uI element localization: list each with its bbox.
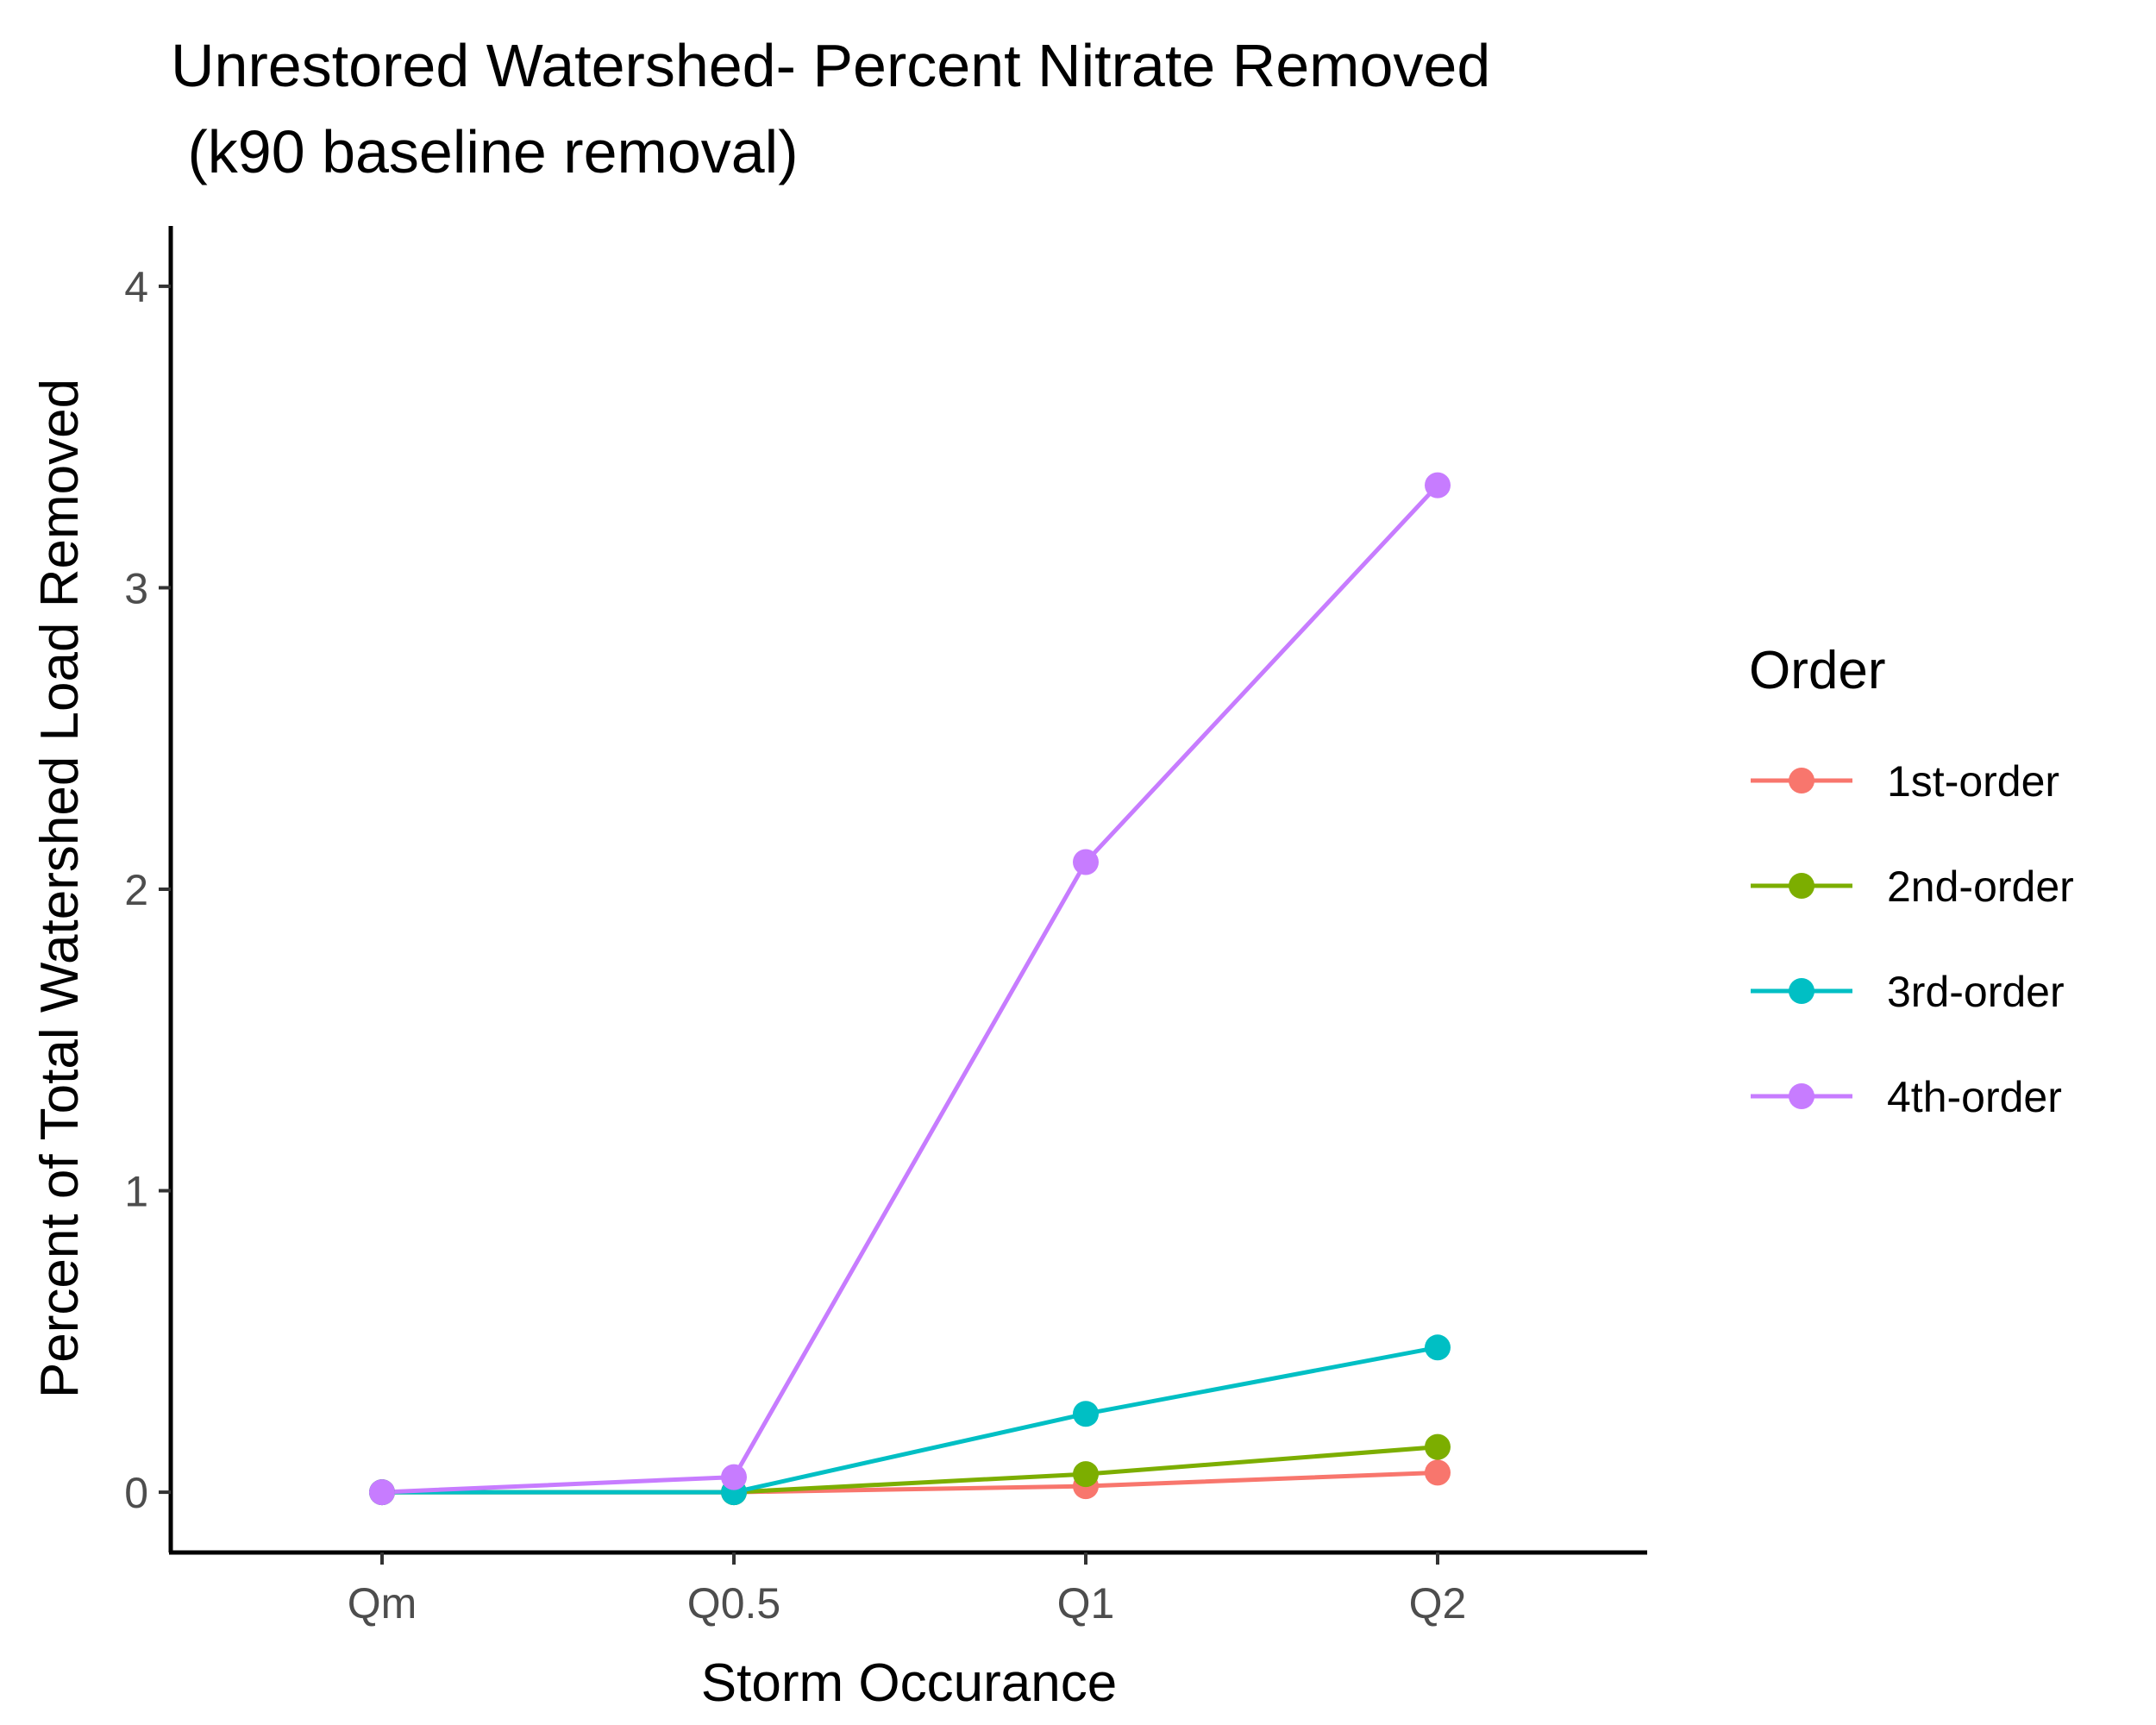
series-lines: [381, 483, 1439, 1495]
x-tick-label: Q1: [1057, 1579, 1115, 1628]
y-tick-label: 4: [124, 263, 148, 311]
x-axis-title: Storm Occurance: [701, 1653, 1117, 1713]
data-point-1st-order: [1425, 1459, 1451, 1486]
x-tick-label: Q0.5: [687, 1579, 780, 1628]
data-point-4th-order: [1425, 472, 1451, 499]
y-tick-label: 3: [124, 564, 148, 612]
y-axis-title: Percent of Total Watershed Load Removed: [30, 379, 90, 1398]
series-line-3rd-order: [382, 1345, 1438, 1495]
data-point-2nd-order: [1073, 1461, 1099, 1488]
x-tick-label: Q2: [1409, 1579, 1467, 1628]
data-point-3rd-order: [1073, 1401, 1099, 1427]
legend-key-point: [1789, 768, 1814, 794]
axes: [168, 226, 1647, 1555]
series-points: [369, 472, 1451, 1506]
legend-items: 1st-order 2nd-order 3rd-order 4th-order: [1751, 757, 2074, 1121]
legend-label: 2nd-order: [1887, 862, 2074, 911]
y-tick-label: 0: [124, 1469, 148, 1517]
x-ticks: Qm Q0.5 Q1 Q2: [348, 1552, 1467, 1628]
legend-label: 1st-order: [1887, 757, 2059, 806]
data-point-4th-order: [721, 1464, 747, 1490]
data-point-3rd-order: [1425, 1334, 1451, 1361]
legend-key-point: [1789, 978, 1814, 1004]
y-ticks: 0 1 2 3 4: [124, 263, 171, 1517]
legend-key-point: [1789, 873, 1814, 899]
y-tick-label: 2: [124, 866, 148, 914]
chart-title-line2: (k90 baseline removal): [171, 118, 799, 185]
data-point-4th-order: [1073, 849, 1099, 875]
data-point-4th-order: [369, 1479, 395, 1506]
legend-label: 4th-order: [1887, 1073, 2062, 1121]
legend-key-point: [1789, 1083, 1814, 1109]
legend-title: Order: [1749, 641, 1885, 700]
data-point-2nd-order: [1425, 1433, 1451, 1460]
x-tick-label: Qm: [348, 1579, 417, 1628]
legend: Order 1st-order 2nd-order 3rd-order 4th-ord…: [1749, 641, 2074, 1121]
legend-label: 3rd-order: [1887, 968, 2065, 1016]
series-line-4th-order: [381, 483, 1439, 1495]
y-tick-label: 1: [124, 1168, 148, 1216]
chart-title-line1: Unrestored Watershed- Percent Nitrate Re…: [171, 32, 1490, 99]
